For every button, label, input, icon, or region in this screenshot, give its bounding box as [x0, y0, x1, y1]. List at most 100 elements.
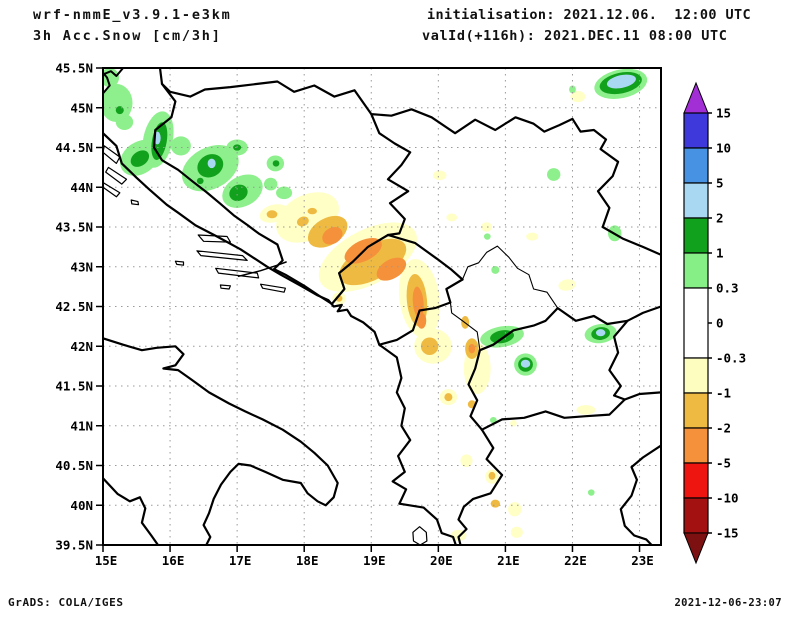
valid-time-label: valId(+116h): 2021.DEC.11 08:00 UTC [422, 28, 728, 44]
snow-shade-cream [510, 526, 523, 538]
snow-shade-cream [432, 170, 447, 181]
lon-tick-label: 16E [162, 553, 185, 568]
snow-shade-lightgreen [115, 114, 134, 131]
lat-tick-label: 41.5N [55, 379, 93, 394]
island [130, 199, 140, 206]
snow-shade-lightgreen [263, 177, 278, 191]
colorbar-segment [683, 427, 709, 464]
colorbar-arrow-top [683, 81, 709, 114]
island-corfu [412, 526, 428, 545]
colorbar-label: 0.3 [716, 281, 739, 296]
border-albania-greece [457, 428, 504, 545]
colorbar-label: 15 [716, 106, 731, 121]
lon-tick-label: 20E [430, 553, 453, 568]
snow-shade-cream [510, 420, 517, 427]
lon-tick-label: 19E [363, 553, 386, 568]
snow-shade-lightgreen [489, 417, 497, 424]
colorbar-segment [683, 357, 709, 394]
island-lastovo [219, 284, 231, 290]
snow-shade-lightblue [606, 74, 636, 89]
island-vis [174, 260, 185, 266]
snow-shade-darkgreen [229, 184, 248, 202]
colorbar-segment [683, 462, 709, 499]
snow-shade-cream [576, 405, 596, 415]
colorbar-segment [683, 112, 709, 149]
colorbar-segment [683, 252, 709, 289]
colorbar-segment [683, 497, 709, 534]
snow-shade-gold [339, 238, 407, 286]
peninsula-peljesac [237, 261, 287, 278]
snow-shade-gold [420, 337, 439, 355]
snow-shade-lightblue [207, 158, 216, 169]
snow-shade-darkgreen [196, 177, 204, 185]
snow-shade-orange [416, 312, 427, 329]
colorbar-segment [683, 182, 709, 219]
colorbar-label: 10 [716, 141, 731, 156]
lat-tick-label: 40N [70, 498, 93, 513]
snow-shade-orange [376, 257, 407, 281]
snow-shade-lightblue [595, 329, 606, 337]
lon-tick-label: 21E [497, 553, 520, 568]
lat-tick-label: 40.5N [55, 458, 93, 473]
coastline-italy-east [103, 337, 339, 545]
snow-shade-darkgreen [272, 160, 280, 167]
island-mljet [260, 283, 286, 293]
snow-shade-gold [488, 471, 496, 480]
snow-shade-lightblue [520, 359, 531, 368]
snow-shade-cream [570, 91, 586, 103]
snow-shade-orange [322, 227, 343, 245]
coastline-kvarner [103, 71, 111, 95]
border-montenegro-albania [378, 278, 464, 346]
border-kosovo [449, 245, 559, 351]
model-title: wrf-nmmE_v3.9.1-e3km [33, 7, 232, 23]
colorbar-label: -5 [716, 456, 731, 471]
coastline-kvarner [103, 68, 125, 77]
snow-shade-gold [266, 210, 278, 219]
snow-shade-lightgreen [546, 168, 561, 181]
snow-shade-gold [444, 393, 453, 402]
border-macedonia-north [478, 305, 661, 352]
island-korcula [215, 267, 260, 279]
lat-tick-label: 43N [70, 259, 93, 274]
colorbar-label: -15 [716, 526, 739, 541]
border-croatia-bosnia [152, 82, 333, 305]
snow-shade-lightgreen [569, 85, 576, 94]
lat-tick-label: 45N [70, 100, 93, 115]
colorbar-label: 5 [716, 176, 724, 191]
snow-shade-lightgreen [483, 233, 491, 240]
colorbar-segment [683, 217, 709, 254]
colorbar-label: -1 [716, 386, 731, 401]
colorbar-label: 1 [716, 246, 724, 261]
colorbar-segment [683, 147, 709, 184]
creation-timestamp: 2021-12-06-23:07 [674, 597, 782, 609]
field-title: 3h Acc.Snow [cm/3h] [33, 28, 222, 44]
island-dugi-otok [103, 181, 121, 198]
lat-tick-label: 44.5N [55, 140, 93, 155]
colorbar-segment [683, 392, 709, 429]
snow-shade-orange [468, 343, 476, 354]
border-bosnia-montenegro [331, 233, 390, 305]
border-montenegro-serbia [386, 233, 464, 281]
border-greece-macedonia [480, 391, 661, 431]
colorbar-segment [683, 287, 709, 359]
snow-shade-cream [446, 213, 458, 222]
lon-tick-label: 22E [564, 553, 587, 568]
lat-tick-label: 45.5N [55, 61, 93, 76]
snow-shade-darkgreen [115, 106, 124, 115]
island [105, 166, 128, 185]
border-macedonia-bulgaria [608, 319, 629, 401]
lon-tick-label: 23E [631, 553, 654, 568]
lat-tick-label: 43.5N [55, 220, 93, 235]
snow-shade-cream [481, 222, 492, 232]
snow-shade-lightgreen [170, 136, 191, 156]
island-brac [197, 234, 231, 243]
colorbar-label: -10 [716, 491, 739, 506]
lat-tick-label: 41N [70, 418, 93, 433]
snow-shade-gold [490, 499, 501, 508]
snow-shade-cream [508, 502, 522, 517]
island-hvar [196, 250, 248, 261]
colorbar-label: 2 [716, 211, 724, 226]
lon-tick-label: 15E [95, 553, 118, 568]
